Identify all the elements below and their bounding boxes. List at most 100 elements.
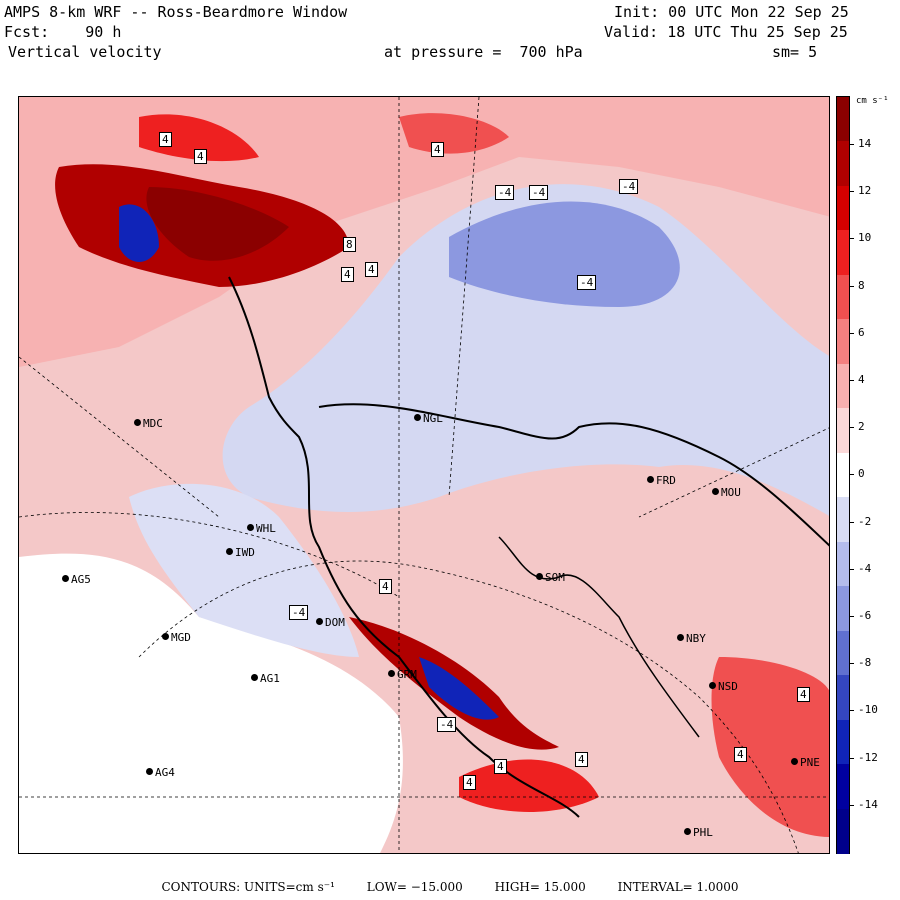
- station-dot: [146, 768, 153, 775]
- colorbar-units: cm s⁻¹: [856, 96, 889, 106]
- colorbar-tick-mark: [850, 144, 854, 145]
- colorbar-tick-label: 14: [858, 137, 872, 150]
- colorbar-tick-label: -12: [858, 750, 878, 764]
- station-phl: PHL: [684, 821, 713, 840]
- contour-label: 4: [379, 579, 392, 594]
- map-title: AMPS 8-km WRF -- Ross-Beardmore Window: [4, 3, 348, 21]
- colorbar-segment: [837, 230, 849, 276]
- coastal-blue: [419, 657, 499, 720]
- colorbar-tick-mark: [850, 804, 854, 806]
- station-dot: [684, 828, 691, 835]
- contour-label: 4: [463, 775, 476, 790]
- colorbar-segment: [837, 719, 849, 766]
- contour-label: 4: [159, 132, 172, 147]
- colorbar-segment: [837, 497, 849, 543]
- coastline-inner: [498, 536, 700, 738]
- station-dot: [134, 419, 141, 426]
- colorbar-tick-label: 8: [858, 278, 865, 292]
- colorbar-tick-mark: [850, 427, 854, 429]
- station-dot: [709, 682, 716, 689]
- colorbar-segment: [837, 408, 849, 454]
- station-grm: GRM: [388, 663, 417, 682]
- contour-label: 4: [734, 747, 747, 762]
- contour-high: HIGH= 15.000: [494, 880, 586, 894]
- station-dot: [414, 414, 421, 421]
- contour-units: CONTOURS: UNITS=cm s⁻¹: [161, 880, 335, 894]
- strong-rising-core: [146, 187, 289, 261]
- station-dot: [536, 573, 543, 580]
- contour-label: -4: [437, 717, 457, 732]
- contour-footer: CONTOURS: UNITS=cm s⁻¹ LOW= −15.000 HIGH…: [0, 880, 900, 894]
- contour-label: 4: [494, 759, 507, 774]
- colorbar-tick-label: -14: [858, 797, 878, 811]
- station-nby: NBY: [677, 627, 706, 646]
- sinking-core: [449, 201, 680, 307]
- station-frd: FRD: [647, 469, 676, 488]
- colorbar-tick-label: -4: [858, 561, 872, 575]
- colorbar-segment: [837, 274, 849, 321]
- colorbar-segment: [837, 541, 849, 588]
- station-iwd: IWD: [226, 541, 255, 560]
- colorbar: [836, 96, 850, 854]
- coastline: [228, 276, 580, 818]
- station-dot: [226, 548, 233, 555]
- station-pne: PNE: [791, 751, 820, 770]
- colorbar-tick-label: -8: [858, 656, 872, 670]
- colorbar-tick-label: 10: [858, 231, 872, 245]
- contour-label: 4: [341, 267, 354, 282]
- station-dot: [677, 634, 684, 641]
- contour-label: -4: [529, 185, 549, 200]
- smoothing: sm= 5: [772, 43, 818, 61]
- station-ngl: NGL: [414, 407, 443, 426]
- valid-time: Valid: 18 UTC Thu 25 Sep 25: [604, 23, 848, 41]
- field-name: Vertical velocity: [8, 43, 162, 61]
- colorbar-tick-mark: [850, 474, 854, 476]
- contour-label: 8: [343, 237, 356, 252]
- colorbar-tick-mark: [850, 757, 854, 759]
- station-nsd: NSD: [709, 675, 738, 694]
- colorbar-segment: [837, 185, 849, 232]
- pressure-level: at pressure = 700 hPa: [384, 43, 583, 61]
- colorbar-tick-mark: [850, 332, 854, 334]
- colorbar-tick-label: 2: [858, 420, 865, 434]
- contour-label: 4: [797, 687, 810, 702]
- colorbar-tick-label: 6: [858, 325, 865, 339]
- colorbar-tick-label: -2: [858, 514, 872, 528]
- colorbar-segment: [837, 764, 849, 810]
- station-mdc: MDC: [134, 412, 163, 431]
- colorbar-segment: [837, 808, 849, 854]
- contour-label: 4: [194, 149, 207, 164]
- colorbar-segment: [837, 675, 849, 721]
- station-dot: [251, 674, 258, 681]
- blue-cell-topleft: [119, 204, 159, 262]
- colorbar-tick-label: 12: [858, 184, 872, 198]
- colorbar-segment: [837, 452, 849, 499]
- contour-label: 4: [365, 262, 378, 277]
- contour-interval: INTERVAL= 1.0000: [617, 880, 739, 894]
- contour-label: -4: [495, 185, 515, 200]
- colorbar-segment: [837, 363, 849, 410]
- colorbar-tick-mark: [850, 285, 854, 287]
- colorbar-tick-mark: [850, 663, 854, 665]
- colorbar-tick-mark: [850, 191, 854, 193]
- colorbar-segment: [837, 97, 849, 143]
- contour-label: 4: [575, 752, 588, 767]
- colorbar-tick-label: 4: [858, 373, 865, 386]
- contour-label: -4: [577, 275, 597, 290]
- colorbar-tick-label: -10: [858, 703, 878, 717]
- station-dot: [62, 575, 69, 582]
- station-dot: [388, 670, 395, 677]
- station-ag4: AG4: [146, 761, 175, 780]
- coastline-east: [318, 403, 829, 547]
- colorbar-tick-mark: [850, 568, 854, 570]
- rising-north2: [399, 113, 509, 154]
- station-dot: [316, 618, 323, 625]
- station-dom: DOM: [316, 611, 345, 630]
- vertical-velocity-map: MDC NGL FRD MOU IWD WHL AG5 SOM MGD DOM …: [18, 96, 830, 854]
- colorbar-segment: [837, 586, 849, 632]
- colorbar-tick-mark: [850, 616, 854, 617]
- station-mgd: MGD: [162, 626, 191, 645]
- station-mou: MOU: [712, 481, 741, 500]
- station-ag1: AG1: [251, 667, 280, 686]
- forecast-hour: Fcst: 90 h: [4, 23, 122, 41]
